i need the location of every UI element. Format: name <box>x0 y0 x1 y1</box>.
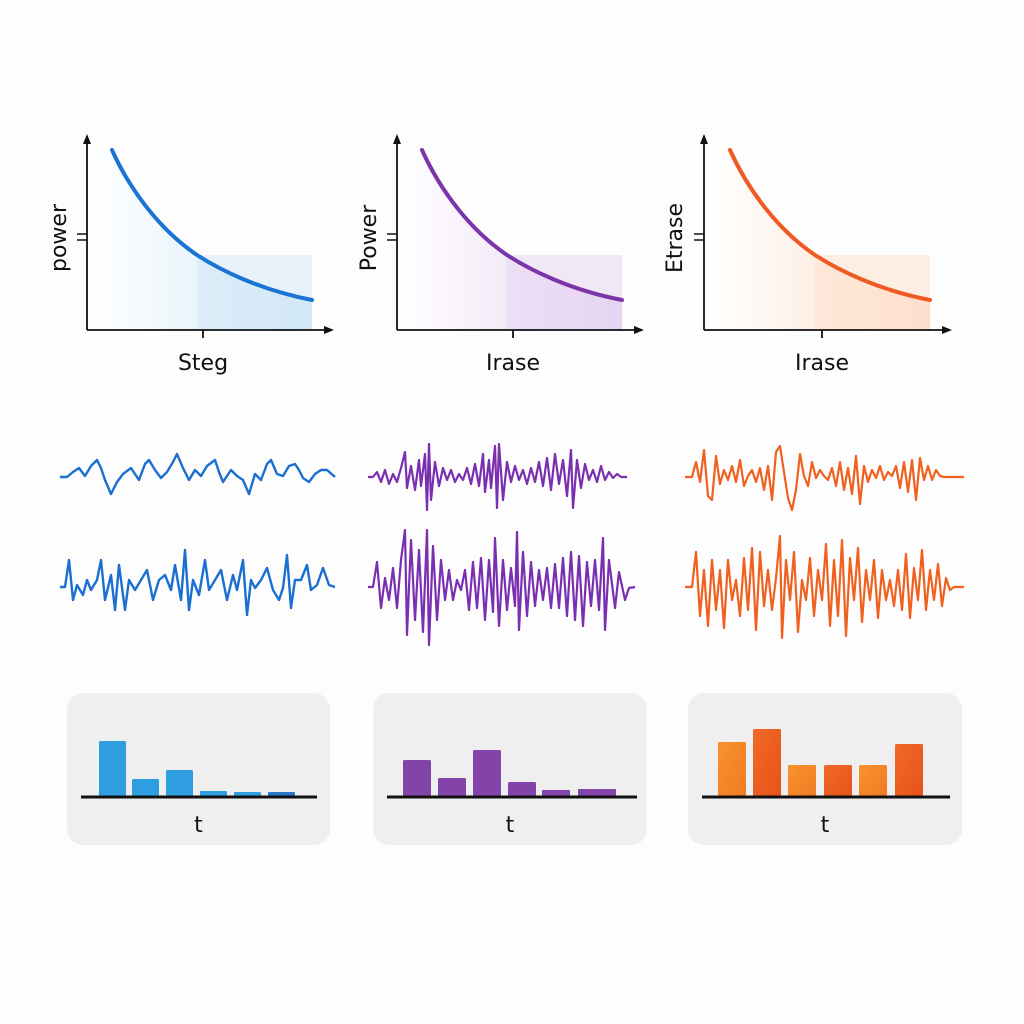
bar <box>859 765 887 796</box>
bar <box>718 742 746 796</box>
waveform-orange <box>680 440 970 640</box>
x-axis-label: Irase <box>795 351 849 376</box>
bar <box>99 741 126 796</box>
bar <box>753 729 781 796</box>
bar <box>788 765 816 796</box>
bar <box>268 792 295 796</box>
y-axis-label: Power <box>357 204 382 271</box>
waveform-trace-2 <box>60 548 336 617</box>
waveform-blue <box>55 440 340 640</box>
waveform-trace-2 <box>368 528 636 647</box>
y-axis-label: power <box>47 203 72 272</box>
bar <box>473 750 501 796</box>
decay-curve <box>110 148 314 302</box>
bar <box>403 760 431 796</box>
bar <box>438 778 466 796</box>
waveform-trace-2 <box>685 534 964 640</box>
decay-chart-blue: power Steg <box>40 130 340 380</box>
waveform-trace-1 <box>368 442 627 512</box>
decay-chart-orange: Etrase Irase <box>660 130 960 380</box>
decay-chart-purple: Power Irase <box>350 130 650 380</box>
bar <box>895 744 923 796</box>
bar-chart-card-orange: t <box>688 693 962 845</box>
x-axis-label: t <box>820 813 830 838</box>
bar <box>234 792 261 796</box>
x-axis-label: Irase <box>486 351 540 376</box>
bar <box>508 782 536 796</box>
bar <box>542 790 570 796</box>
waveform-purple <box>365 440 650 647</box>
bar <box>824 765 852 796</box>
x-axis-label: t <box>194 813 203 838</box>
bar-chart-card-blue: t <box>67 693 330 845</box>
waveform-trace-1 <box>60 452 336 496</box>
decay-curve <box>420 148 624 302</box>
bar <box>132 779 159 796</box>
y-axis-label: Etrase <box>663 203 688 273</box>
bar <box>200 791 227 796</box>
decay-curve <box>728 148 932 302</box>
bar-chart-card-purple: t <box>373 693 647 845</box>
x-axis-label: Steg <box>178 351 228 376</box>
x-axis-label: t <box>505 813 515 838</box>
bar <box>578 789 616 796</box>
waveform-trace-1 <box>685 444 964 512</box>
bar <box>166 770 193 796</box>
